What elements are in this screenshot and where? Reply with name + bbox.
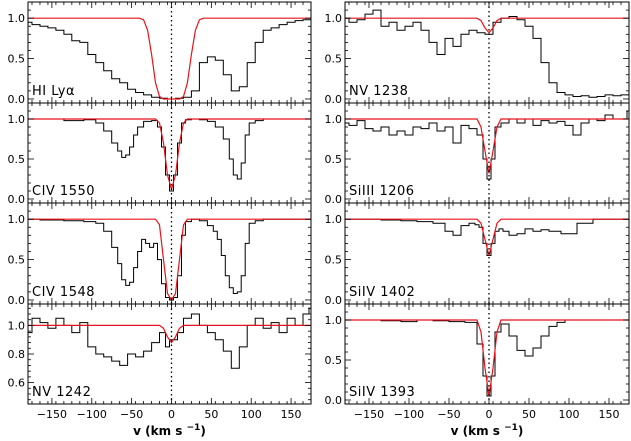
fit-model-line — [345, 319, 629, 397]
y-tick-label: 0.5 — [8, 153, 26, 166]
x-tick-label: −150 — [37, 408, 67, 421]
y-tick-label: 1.0 — [325, 113, 343, 126]
y-tick-label: 1.0 — [8, 113, 26, 126]
x-tick-label: 100 — [241, 408, 262, 421]
y-tick-label: 0.6 — [8, 377, 26, 390]
panel-7: 0.6 0.8 1.0 NV 1242 −150 −100 −50 0 50 100 150 v (k… — [8, 303, 312, 438]
y-tick-label: 0.0 — [325, 294, 343, 307]
panel-frame — [344, 303, 630, 405]
panel-label: NV 1238 — [349, 84, 408, 99]
panel-5: 0.0 0.5 1.0 CIV 1548 — [8, 202, 312, 307]
panel-8: 0.0 0.5 1.0 SiIV 1393 −150 −100 −50 0 50 100 150 v … — [325, 303, 630, 438]
y-tick-label: 0.0 — [325, 93, 343, 106]
y-tick-label: 0.5 — [325, 53, 343, 66]
fit-model-line — [345, 118, 629, 174]
x-tick-label: 0 — [486, 408, 493, 421]
x-axis-title: v (km s −1) — [133, 423, 206, 438]
x-tick-label: 100 — [559, 408, 580, 421]
y-tick-label: 1.0 — [325, 12, 343, 25]
panel-label: CIV 1550 — [32, 184, 95, 199]
y-tick-label: 0.5 — [8, 254, 26, 267]
data-spectrum-line — [345, 110, 629, 180]
panel-label: CIV 1548 — [32, 285, 95, 300]
y-tick-label: 1.0 — [325, 314, 343, 327]
x-tick-label: −50 — [437, 408, 460, 421]
x-tick-label: −50 — [120, 408, 143, 421]
fit-model-line — [345, 218, 629, 256]
y-tick-label: 0.5 — [325, 254, 343, 267]
y-tick-label: 0.0 — [8, 294, 26, 307]
x-tick-label: 150 — [599, 408, 620, 421]
data-spectrum-line — [345, 9, 629, 98]
y-tick-label: 0.5 — [325, 153, 343, 166]
x-tick-label: −150 — [354, 408, 384, 421]
y-tick-label: 0.0 — [8, 193, 26, 206]
data-spectrum-line — [28, 307, 311, 369]
panel-3: 0.0 0.5 1.0 CIV 1550 — [8, 102, 312, 206]
y-tick-label: 0.5 — [325, 354, 343, 367]
x-tick-label: 0 — [168, 408, 175, 421]
y-tick-label: 0.5 — [8, 53, 26, 66]
panel-label: HI Lyα — [32, 84, 75, 99]
panel-1: 0.0 0.5 1.0 HI Lyα — [8, 1, 312, 106]
y-tick-label: 0.8 — [8, 348, 26, 361]
data-spectrum-line — [28, 118, 311, 192]
panel-2: 0.0 0.5 1.0 NV 1238 — [325, 1, 630, 106]
y-tick-label: 1.0 — [8, 319, 26, 332]
panel-4: 0.0 0.5 1.0 SiIII 1206 — [325, 102, 630, 206]
x-tick-label: 50 — [522, 408, 536, 421]
data-spectrum-line — [345, 218, 629, 256]
x-axis-title: v (km s −1) — [451, 423, 524, 438]
panel-label: SiIV 1402 — [349, 285, 415, 300]
panel-label: NV 1242 — [32, 385, 91, 400]
panel-6: 0.0 0.5 1.0 SiIV 1402 — [325, 202, 630, 307]
y-tick-label: 0.0 — [8, 93, 26, 106]
y-tick-label: 0.0 — [325, 193, 343, 206]
panel-label: SiIV 1393 — [349, 385, 415, 400]
y-tick-label: 1.0 — [8, 12, 26, 25]
fit-model-line — [345, 17, 629, 34]
x-tick-label: −100 — [77, 408, 107, 421]
panel-label: SiIII 1206 — [349, 184, 415, 199]
y-tick-label: 1.0 — [8, 213, 26, 226]
x-tick-label: −100 — [394, 408, 424, 421]
x-tick-label: 150 — [281, 408, 302, 421]
y-tick-label: 0.0 — [325, 394, 343, 407]
x-tick-label: 50 — [204, 408, 218, 421]
fit-model-line — [28, 324, 311, 344]
data-spectrum-line — [28, 218, 311, 301]
y-tick-label: 1.0 — [325, 213, 343, 226]
